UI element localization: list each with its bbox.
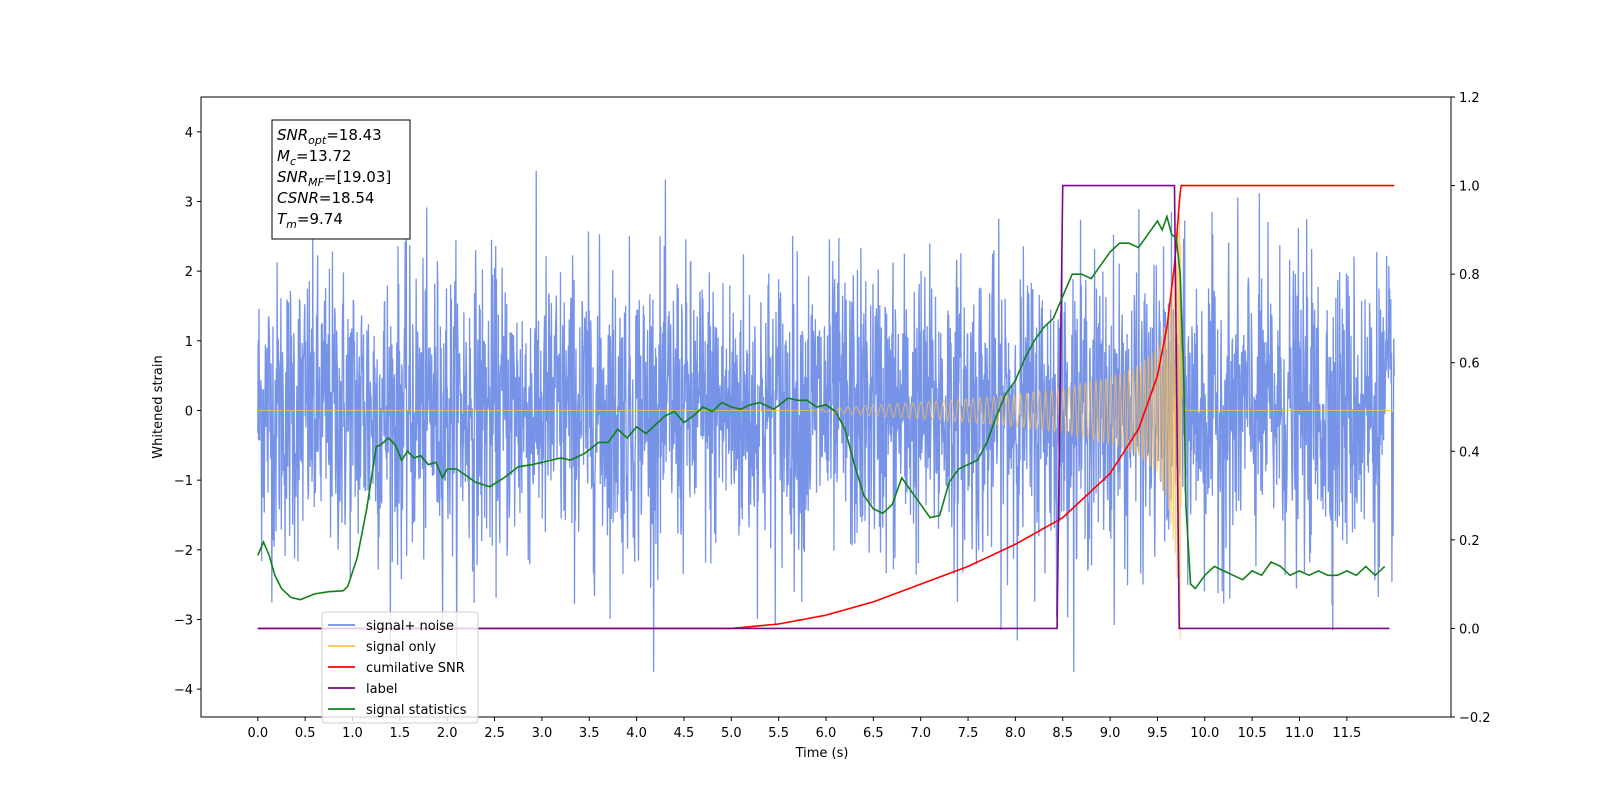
y-axis-label: Whitened strain [151, 355, 166, 458]
x-tick-label: 1.5 [390, 726, 411, 741]
annotation-line: Mc=13.72 [277, 147, 352, 168]
x-tick-label: 8.5 [1052, 726, 1073, 741]
annotation-value: =[19.03] [324, 168, 391, 186]
x-tick-label: 5.0 [721, 726, 742, 741]
x-tick-label: 8.0 [1005, 726, 1026, 741]
y-axis-left: −4 −3 −2 −1 0 1 2 3 4 [174, 126, 201, 698]
y-tick-label: 3 [185, 195, 193, 210]
annotation-symbol: T [277, 210, 288, 228]
annotation-value: =9.74 [297, 210, 343, 228]
x-tick-label: 6.0 [816, 726, 837, 741]
x-tick-label: 4.0 [626, 726, 647, 741]
x-tick-label: 1.0 [342, 726, 363, 741]
y-tick-label: 0 [185, 404, 193, 419]
y2-tick-label: 1.2 [1459, 91, 1480, 106]
annotation-value: =13.72 [296, 147, 352, 165]
y2-tick-label: 0.8 [1459, 268, 1480, 283]
y-tick-label: −2 [174, 544, 193, 559]
legend-label: signal+ noise [366, 619, 454, 634]
annotation-box: SNRopt=18.43Mc=13.72SNRMF=[19.03]CSNR=18… [271, 119, 411, 240]
x-tick-label: 9.5 [1147, 726, 1168, 741]
x-tick-label: 0.0 [247, 726, 268, 741]
annotation-symbol: M [277, 147, 290, 165]
x-tick-label: 0.5 [295, 726, 316, 741]
legend: signal+ noise signal only cumilative SNR la… [321, 611, 479, 724]
legend-label: signal statistics [366, 703, 467, 718]
y-tick-label: 2 [185, 265, 193, 280]
x-tick-label: 9.0 [1100, 726, 1121, 741]
annotation-symbol: CSNR [277, 189, 319, 207]
annotation-line: SNRopt=18.43 [277, 126, 382, 147]
y-tick-label: −3 [174, 613, 193, 628]
x-tick-label: 11.5 [1332, 726, 1361, 741]
y-tick-label: −4 [174, 683, 193, 698]
annotation-subscript: opt [308, 134, 327, 147]
y-axis-right: −0.2 0.0 0.2 0.4 0.6 0.8 1.0 1.2 [1451, 91, 1491, 726]
legend-label: signal only [366, 640, 436, 655]
signal-only-line [257, 213, 1395, 640]
x-tick-label: 11.0 [1285, 726, 1314, 741]
x-tick-label: 7.0 [910, 726, 931, 741]
x-tick-label: 3.0 [532, 726, 553, 741]
y2-tick-label: 1.0 [1459, 180, 1480, 195]
x-tick-label: 7.5 [958, 726, 979, 741]
annotation-frame [271, 119, 411, 240]
annotation-line: CSNR=18.54 [277, 189, 374, 207]
annotation-subscript: c [290, 155, 296, 168]
annotation-value: =18.54 [319, 189, 375, 207]
x-tick-label: 3.5 [579, 726, 600, 741]
y2-tick-label: 0.6 [1459, 357, 1480, 372]
x-axis-label: Time (s) [795, 746, 849, 761]
x-tick-label: 2.0 [437, 726, 458, 741]
legend-label: label [366, 682, 397, 697]
signal-noise-series [257, 170, 1395, 672]
signal-statistics-line [257, 213, 1386, 601]
annotation-symbol: SNR [277, 126, 308, 144]
annotation-line: Tm=9.74 [277, 210, 343, 231]
annotation-line: SNRMF=[19.03] [277, 168, 391, 189]
x-tick-label: 5.5 [768, 726, 789, 741]
y2-tick-label: 0.0 [1459, 622, 1480, 637]
y2-tick-label: 0.2 [1459, 534, 1480, 549]
x-tick-label: 6.5 [863, 726, 884, 741]
annotation-symbol: SNR [277, 168, 308, 186]
label-line [257, 184, 1390, 630]
signal-noise-line [257, 170, 1395, 672]
y-tick-label: 4 [185, 126, 193, 141]
annotation-subscript: MF [308, 176, 324, 189]
legend-label: cumilative SNR [366, 661, 465, 676]
annotation-subscript: m [286, 218, 297, 231]
y-tick-label: 1 [185, 335, 193, 350]
x-tick-label: 4.5 [674, 726, 695, 741]
y-tick-label: −1 [174, 474, 193, 489]
annotation-value: =18.43 [326, 126, 382, 144]
y2-tick-label: 0.4 [1459, 445, 1480, 460]
x-axis: 0.0 0.5 1.0 1.5 2.0 2.5 3.0 3.5 4.0 4.5 5.0 5.5 6.0 6… [247, 717, 1361, 741]
x-tick-label: 10.0 [1190, 726, 1219, 741]
legend-frame [321, 611, 479, 724]
x-tick-label: 2.5 [484, 726, 505, 741]
y2-tick-label: −0.2 [1459, 711, 1491, 726]
signal-only-series [257, 213, 1395, 640]
x-tick-label: 10.5 [1238, 726, 1267, 741]
